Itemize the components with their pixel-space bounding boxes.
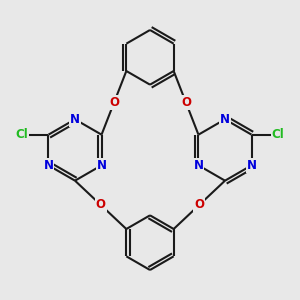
Text: N: N [220,113,230,126]
Text: N: N [44,159,53,172]
Text: O: O [96,198,106,211]
Text: Cl: Cl [15,128,28,141]
Text: Cl: Cl [272,128,285,141]
Text: N: N [194,159,203,172]
Text: O: O [109,96,119,109]
Text: N: N [247,159,256,172]
Text: N: N [97,159,106,172]
Text: O: O [194,198,204,211]
Text: N: N [70,113,80,126]
Text: O: O [181,96,191,109]
